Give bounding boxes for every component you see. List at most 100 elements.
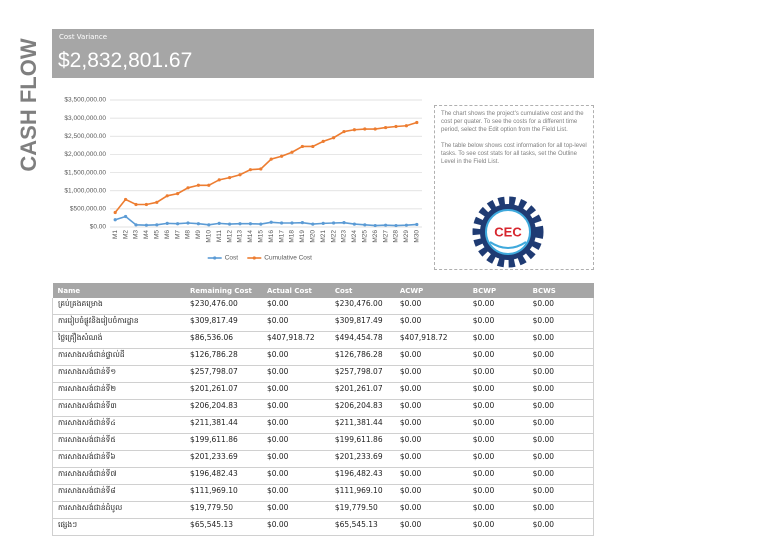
x-tick-label: M25: [362, 230, 369, 243]
x-tick-label: M27: [382, 230, 389, 243]
cost-cell: $0.00: [527, 484, 594, 502]
data-point: [155, 200, 159, 204]
cost-cell: $111,969.10: [329, 484, 395, 502]
task-name: ការសាងសង់ជាន់ទី១: [52, 365, 186, 383]
cost-cell: $257,798.07: [329, 365, 395, 383]
cost-cell: $0.00: [467, 365, 528, 383]
data-point: [363, 223, 367, 227]
note-paragraph: The chart shows the project's cumulative…: [441, 111, 584, 133]
data-point: [176, 222, 180, 226]
banner-value: $2,832,801.67: [58, 49, 193, 72]
cost-cell: $201,261.07: [329, 382, 395, 400]
cost-cell: $86,536.06: [185, 331, 262, 349]
data-point: [207, 183, 211, 187]
task-name: ការសាងសង់ជាន់ទី៦: [52, 450, 186, 468]
table-row: ការសាងសង់ជាន់ទី៣ $206,204.83 $0.00 $206,204…: [52, 399, 594, 417]
x-tick-label: M4: [143, 230, 150, 239]
x-tick-label: M28: [393, 230, 400, 243]
y-tick-label: $2,500,000.00: [64, 133, 106, 140]
cost-cell: $0.00: [394, 314, 468, 332]
task-name: ការសាងសង់ជាន់ផ្ទាល់ដី: [52, 348, 186, 366]
data-point: [373, 223, 377, 228]
y-tick-label: $1,500,000.00: [64, 169, 106, 176]
cost-cell: $0.00: [527, 399, 594, 417]
chart: $0.00 $500,000.00 $1,000,000.00 $1,500,000.…: [64, 97, 422, 262]
series-line: [114, 121, 418, 213]
data-point: [196, 222, 200, 226]
x-tick-label: M11: [216, 230, 223, 243]
cost-cell: $0.00: [527, 416, 594, 434]
task-name: ការសាងសង់ជាន់ដំបូល: [52, 501, 186, 519]
legend-label: Cost: [225, 255, 239, 262]
cost-cell: $0.00: [467, 331, 528, 349]
cost-cell: $201,233.69: [185, 450, 262, 468]
cost-cell: $0.00: [394, 416, 468, 434]
cost-cell: $0.00: [261, 518, 330, 536]
cost-cell: $0.00: [394, 365, 468, 383]
cost-cell: $0.00: [261, 314, 330, 332]
x-tick-label: M18: [289, 230, 296, 243]
cost-cell: $257,798.07: [185, 365, 262, 383]
cost-cell: $201,233.69: [329, 450, 395, 468]
cost-cell: $0.00: [527, 433, 594, 451]
data-point: [332, 136, 336, 140]
y-tick-label: $1,000,000.00: [64, 187, 106, 194]
cost-cell: $0.00: [467, 399, 528, 417]
x-tick-label: M20: [310, 230, 317, 243]
cost-cell: $0.00: [467, 450, 528, 468]
cost-cell: $0.00: [261, 298, 330, 315]
cost-cell: $0.00: [467, 298, 528, 315]
data-point: [269, 157, 273, 161]
data-point: [113, 210, 117, 215]
table-row: ការសាងសង់ជាន់ទី៦ $201,233.69 $0.00 $201,233…: [52, 450, 594, 468]
logo: CEC: [472, 196, 544, 268]
cost-cell: $0.00: [467, 518, 528, 536]
x-tick-label: M19: [299, 230, 306, 243]
x-tick-label: M17: [278, 230, 285, 243]
data-point: [165, 221, 169, 225]
data-point: [342, 221, 346, 225]
x-tick-label: M13: [237, 230, 244, 243]
x-tick-label: M2: [122, 230, 129, 239]
data-point: [124, 197, 128, 202]
x-tick-label: M23: [341, 230, 348, 243]
task-name: ការសាងសង់ជាន់ទី៤: [52, 416, 186, 434]
data-point: [311, 222, 315, 226]
cost-cell: $0.00: [394, 518, 468, 536]
cost-cell: $0.00: [527, 450, 594, 468]
data-point: [404, 124, 408, 128]
column-header: Name: [52, 283, 186, 298]
x-tick-label: M21: [320, 230, 327, 243]
task-name: ផ្សេងៗ: [52, 518, 186, 536]
x-tick-label: M10: [206, 230, 213, 243]
data-point: [259, 222, 263, 226]
data-point: [134, 202, 138, 207]
cost-cell: $0.00: [394, 382, 468, 400]
data-point: [207, 223, 211, 227]
task-name: ការសាងសង់ជាន់ទី២: [52, 382, 186, 400]
data-point: [155, 223, 159, 227]
table-row: ការសាងសង់ជាន់ទី៨ $111,969.10 $0.00 $111,969…: [52, 484, 594, 502]
data-point: [248, 168, 252, 172]
data-point: [217, 221, 221, 225]
cost-cell: $0.00: [261, 416, 330, 434]
table-row: ការសាងសង់ជាន់ទី៥ $199,611.86 $0.00 $199,611…: [52, 433, 594, 451]
cost-cell: $196,482.43: [185, 467, 262, 485]
x-tick-label: M30: [414, 230, 421, 243]
column-header: Remaining Cost: [185, 283, 262, 298]
x-tick-label: M8: [185, 230, 192, 239]
cost-cell: $407,918.72: [394, 331, 468, 349]
column-header: Actual Cost: [261, 283, 330, 298]
y-tick-label: $2,000,000.00: [64, 151, 106, 158]
cost-cell: $0.00: [527, 501, 594, 519]
cost-cell: $0.00: [467, 467, 528, 485]
y-tick-label: $0.00: [90, 224, 107, 231]
data-point: [321, 221, 325, 225]
data-point: [300, 221, 304, 225]
logo-gear-teeth: [472, 196, 544, 268]
table-row: ការសាងសង់ជាន់ដំបូល $19,779.50 $0.00 $19,779…: [52, 501, 594, 519]
task-name: ការសាងសង់ជាន់ទី៨: [52, 484, 186, 502]
cost-cell: $0.00: [261, 501, 330, 519]
cost-cell: $199,611.86: [329, 433, 395, 451]
